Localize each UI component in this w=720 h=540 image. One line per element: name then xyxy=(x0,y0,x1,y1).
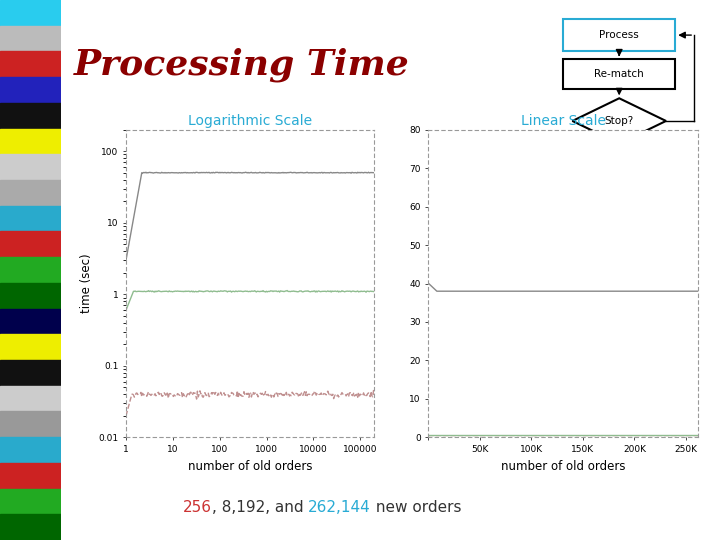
Bar xyxy=(0,180,61,206)
Text: 256: 256 xyxy=(183,500,212,515)
Bar xyxy=(0,514,61,540)
Title: Linear Scale: Linear Scale xyxy=(521,114,606,129)
Text: Processing Time: Processing Time xyxy=(73,47,409,82)
Text: and: and xyxy=(270,500,308,515)
Bar xyxy=(0,283,61,308)
Bar xyxy=(0,437,61,463)
Bar xyxy=(0,360,61,386)
Bar xyxy=(0,489,61,514)
X-axis label: number of old orders: number of old orders xyxy=(188,460,312,472)
Bar xyxy=(0,206,61,232)
Bar xyxy=(0,334,61,360)
Bar xyxy=(0,77,61,103)
Text: new orders: new orders xyxy=(371,500,462,515)
X-axis label: number of old orders: number of old orders xyxy=(501,460,626,472)
Bar xyxy=(0,463,61,489)
Bar xyxy=(0,411,61,437)
FancyBboxPatch shape xyxy=(563,59,675,89)
Bar xyxy=(0,257,61,283)
Text: Process: Process xyxy=(599,30,639,40)
Bar xyxy=(0,154,61,180)
Bar xyxy=(0,386,61,411)
Bar xyxy=(0,232,61,257)
Text: Re-match: Re-match xyxy=(594,69,644,79)
Text: 262,144: 262,144 xyxy=(308,500,371,515)
Bar xyxy=(0,103,61,129)
Text: Stop?: Stop? xyxy=(605,116,634,126)
Bar xyxy=(0,129,61,154)
Bar xyxy=(0,0,61,26)
Title: Logarithmic Scale: Logarithmic Scale xyxy=(188,114,312,129)
Polygon shape xyxy=(572,98,666,144)
Y-axis label: time (sec): time (sec) xyxy=(80,254,93,313)
Bar xyxy=(0,51,61,77)
Bar xyxy=(0,308,61,334)
Bar xyxy=(0,26,61,51)
Text: , 8,192,: , 8,192, xyxy=(212,500,270,515)
FancyBboxPatch shape xyxy=(563,19,675,51)
